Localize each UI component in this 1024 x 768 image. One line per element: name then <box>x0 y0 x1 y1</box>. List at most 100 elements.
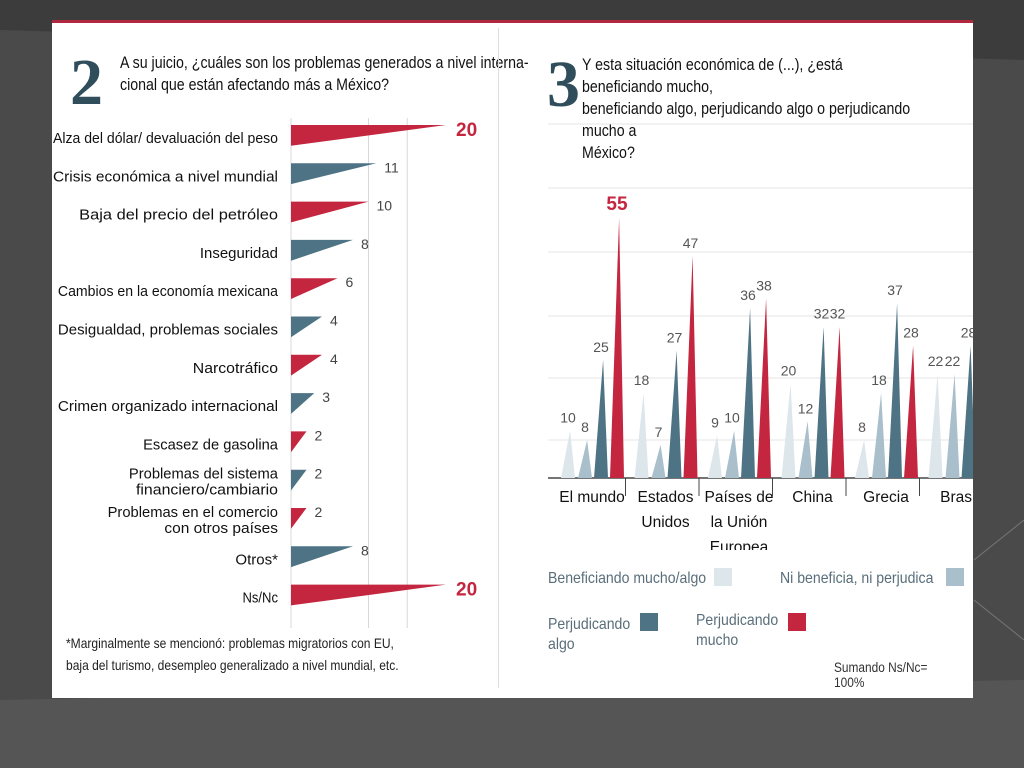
category-label: Problemas del sistema <box>129 466 279 483</box>
spike <box>872 392 886 478</box>
value-label: 37 <box>887 282 903 298</box>
category-label: Otros* <box>235 551 278 568</box>
value-label: 2 <box>315 466 323 482</box>
spike <box>757 298 771 478</box>
category-label: Narcotráfico <box>193 360 278 377</box>
value-label: 8 <box>361 236 369 252</box>
category-label: Escasez de gasolina <box>143 436 279 453</box>
spike <box>725 430 739 478</box>
spike <box>945 374 960 478</box>
bar <box>291 125 446 146</box>
legend-perj-algo-line2: algo <box>548 636 575 653</box>
category-label: Unidos <box>641 514 689 531</box>
bar <box>291 239 353 261</box>
category-label: Crisis económica a nivel mundial <box>53 168 278 185</box>
category-label: Desigualdad, problemas sociales <box>58 322 278 339</box>
spike <box>741 307 755 478</box>
bar <box>291 278 338 299</box>
value-label: 3 <box>322 389 330 405</box>
spike <box>798 421 813 478</box>
spike <box>683 255 698 478</box>
spike <box>781 383 796 478</box>
category-label: Brasil <box>940 489 973 506</box>
category-label: El mundo <box>559 489 624 506</box>
q3-title-line3: México? <box>582 144 635 162</box>
legend-perj-mucho-label: Perjudicando mucho <box>696 611 778 651</box>
category-label: Grecia <box>863 489 909 506</box>
legend-perj-algo-line1: Perjudicando <box>548 616 631 633</box>
spike <box>888 303 902 478</box>
category-label: Alza del dólar/ devaluación del peso <box>53 130 278 147</box>
spike <box>708 435 722 478</box>
category-label: financiero/cambiario <box>136 482 278 499</box>
value-label: 32 <box>830 306 846 322</box>
category-label: Países de <box>705 489 774 506</box>
spike <box>904 345 918 478</box>
value-label: 4 <box>330 313 338 329</box>
bar <box>291 393 315 414</box>
value-label: 32 <box>814 306 830 322</box>
legend-perj-mucho-line2: mucho <box>696 632 739 649</box>
bar <box>291 201 369 223</box>
value-label: 8 <box>361 542 369 558</box>
q2-title-line1: A su juicio, ¿cuáles son los problemas g… <box>120 54 529 72</box>
bar <box>291 163 377 185</box>
value-label: 10 <box>560 410 576 426</box>
bar <box>291 584 446 606</box>
value-label: 47 <box>683 235 699 251</box>
bar <box>291 431 307 453</box>
bar <box>291 546 353 568</box>
spike <box>855 440 869 478</box>
legend-ni-swatch <box>946 568 964 586</box>
legend-perj-mucho-swatch <box>788 613 806 631</box>
category-label: Estados <box>637 489 693 506</box>
value-label: 10 <box>724 410 740 426</box>
bar <box>291 469 307 491</box>
category-label: Ns/Nc <box>243 590 279 607</box>
category-label: China <box>792 489 833 506</box>
value-label: 20 <box>781 362 797 378</box>
spike <box>814 326 829 478</box>
spike <box>651 444 666 478</box>
value-label: 10 <box>377 198 393 214</box>
value-label: 12 <box>798 400 814 416</box>
category-label: la Unión <box>711 514 768 531</box>
q3-title-line2: beneficiando algo, perjudicando algo o p… <box>582 100 911 140</box>
q3-title: Y esta situación económica de (...), ¿es… <box>582 54 918 164</box>
value-label: 11 <box>384 159 399 175</box>
category-label: Baja del precio del petróleo <box>79 207 278 224</box>
value-label: 2 <box>315 504 323 520</box>
q2-title: A su juicio, ¿cuáles son los problemas g… <box>120 52 529 96</box>
q3-number: 3 <box>547 48 580 121</box>
q2-number: 2 <box>70 46 103 119</box>
chart-countries: 10 8 25 55 El mundo 18 7 27 47 Estados Unidos 9 10 36… <box>548 123 973 550</box>
total-note: Sumando Ns/Nc= 100% <box>834 660 928 690</box>
value-label: 20 <box>456 580 477 601</box>
value-label: 28 <box>903 325 919 341</box>
value-label: 22 <box>928 353 944 369</box>
value-label: 2 <box>315 427 323 443</box>
bar <box>291 354 322 376</box>
spike <box>561 430 575 478</box>
spike <box>634 392 649 478</box>
value-label: 22 <box>945 353 961 369</box>
q3-title-line1: Y esta situación económica de (...), ¿es… <box>582 56 843 96</box>
value-label: 55 <box>606 194 628 215</box>
value-label: 6 <box>346 274 354 290</box>
value-label: 27 <box>667 329 683 345</box>
spike <box>610 218 624 478</box>
panel-divider <box>498 28 499 688</box>
top-accent-line <box>52 20 973 23</box>
legend-beneficiando-label: Beneficiando mucho/algo <box>548 570 707 587</box>
legend-perj-algo-swatch <box>640 613 658 631</box>
legend-perj-mucho-line1: Perjudicando <box>696 612 779 629</box>
value-label: 28 <box>961 325 973 341</box>
spike <box>578 440 592 478</box>
spike <box>928 374 943 478</box>
category-label: Europea <box>710 539 769 550</box>
value-label: 25 <box>593 339 609 355</box>
category-label: con otros países <box>164 520 278 537</box>
q2-title-line2: cional que están afectando más a México? <box>120 76 389 94</box>
q2-footnote-line2: baja del turismo, desempleo generalizado… <box>66 657 399 673</box>
legend-beneficiando-swatch <box>714 568 732 586</box>
